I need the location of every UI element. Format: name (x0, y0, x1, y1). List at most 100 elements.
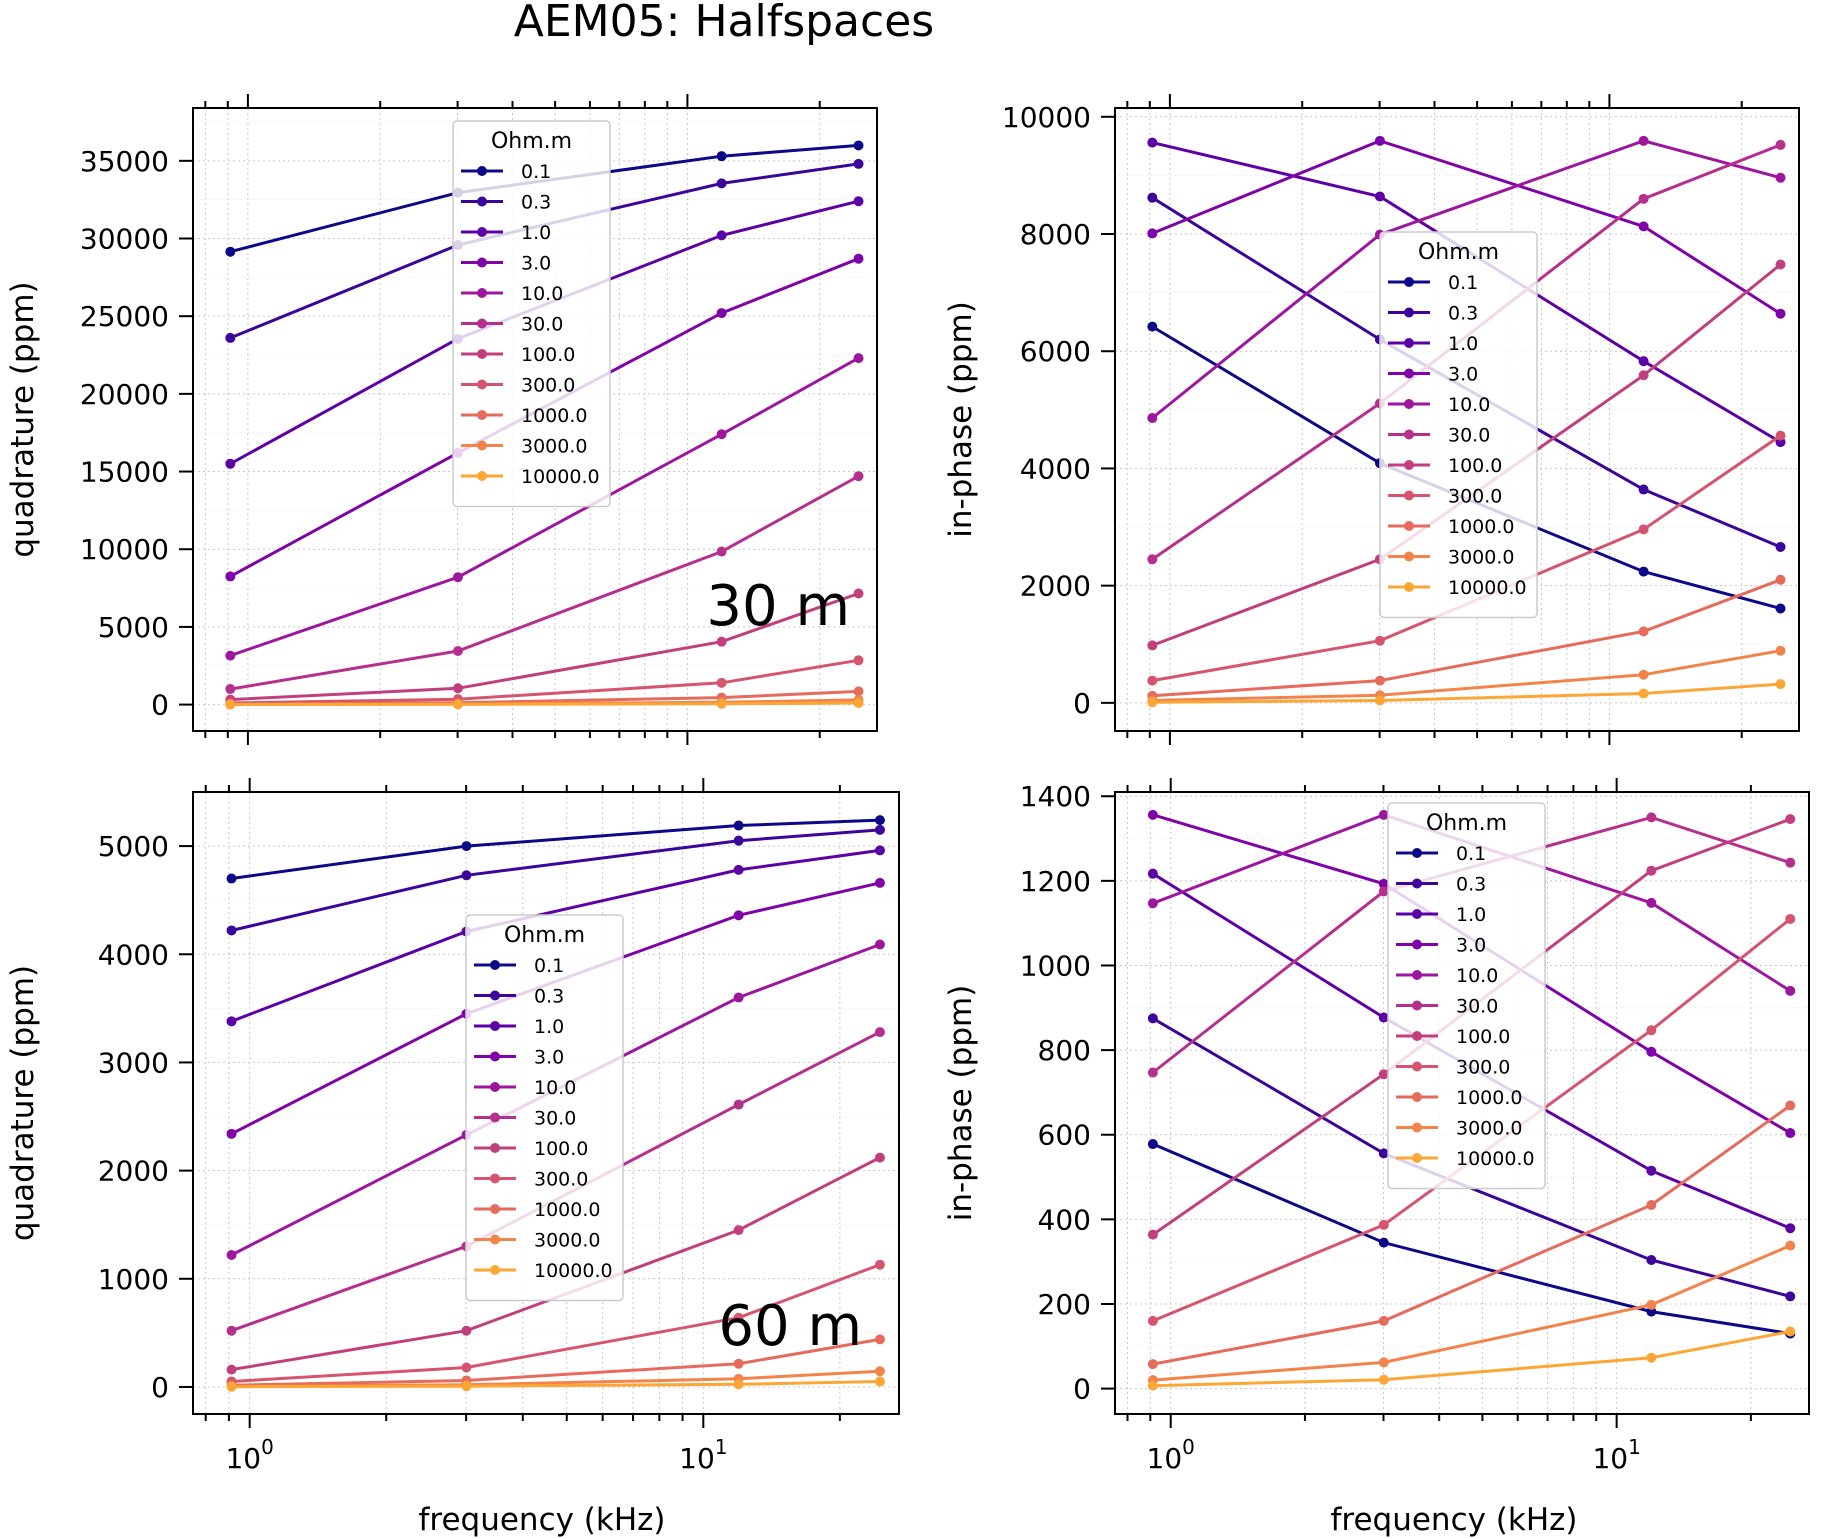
x-ticks (204, 94, 821, 745)
data-point (1378, 1069, 1389, 1080)
legend-label: 1000.0 (534, 1199, 600, 1221)
legend-marker (490, 1173, 500, 1184)
legend-marker (477, 379, 487, 390)
series-line-300.0 (230, 658, 859, 705)
legend-label: 10000.0 (1448, 577, 1527, 599)
legend-label: 10000.0 (521, 466, 600, 488)
data-point (1378, 1219, 1389, 1230)
data-point (1378, 1237, 1389, 1248)
y-tick-label: 6000 (1020, 335, 1091, 368)
data-point (853, 140, 864, 151)
data-point (461, 841, 472, 852)
legend-label: 300.0 (1448, 486, 1502, 508)
legend-marker (1412, 1092, 1422, 1102)
data-point (226, 873, 237, 884)
data-point (1646, 1299, 1657, 1310)
legend-label: 0.1 (1456, 843, 1486, 865)
data-point (1374, 635, 1385, 646)
legend-marker (1412, 1122, 1422, 1133)
legend-label: 0.3 (1456, 874, 1486, 896)
data-point (1147, 1315, 1158, 1326)
legend-marker (477, 257, 487, 268)
series-line-10000.0 (1152, 682, 1781, 704)
legend-marker (1412, 1031, 1422, 1041)
legend-marker (1404, 460, 1414, 470)
data-point (1785, 985, 1796, 996)
legend-marker (1404, 582, 1414, 592)
data-point (226, 1381, 237, 1392)
legend-label: 10.0 (1448, 394, 1490, 416)
series-group (225, 140, 864, 710)
legend-label: 3000.0 (1448, 547, 1514, 569)
legend-marker (1412, 1061, 1422, 1072)
legend-marker (1412, 939, 1422, 950)
legend-marker (490, 1082, 500, 1092)
data-point (1646, 865, 1657, 876)
y-tick-label: 5000 (98, 611, 169, 644)
data-point (853, 588, 864, 599)
data-point (1646, 1165, 1657, 1176)
data-point (874, 1027, 885, 1038)
legend-frame (465, 914, 624, 1302)
data-point (1775, 645, 1786, 656)
y-ticks: 0 1000 2000 3000 4000 5000 (98, 830, 193, 1404)
data-point (1785, 1100, 1796, 1111)
legend-label: 1000.0 (1448, 516, 1514, 538)
data-point (716, 308, 727, 319)
data-point (853, 196, 864, 207)
data-point (1147, 1139, 1158, 1150)
data-point (853, 158, 864, 169)
series-line-10000.0 (1152, 1330, 1791, 1388)
legend-marker (1412, 1153, 1422, 1163)
legend-label: 1000.0 (521, 405, 587, 427)
axes-frame (192, 791, 900, 1415)
panels: 05000100001500020000250003000035000quadr… (5, 94, 1810, 1538)
data-point (461, 870, 472, 881)
panel-bottom-left: 100 101 0 1000 2000 3000 4000 5000 quadrature (p… (5, 778, 900, 1538)
legend-label: 1.0 (521, 222, 551, 244)
y-tick-label: 8000 (1020, 218, 1091, 251)
y-tick-label: 20000 (80, 378, 169, 411)
y-tick-label: 200 (1038, 1288, 1091, 1321)
data-point (226, 1249, 237, 1260)
data-point (1646, 897, 1657, 908)
data-point (1638, 524, 1649, 535)
legend-frame (452, 120, 611, 508)
series-line-3000.0 (1152, 1244, 1791, 1382)
data-point (716, 178, 727, 189)
legend-label: 1.0 (1456, 904, 1486, 926)
data-point (1775, 308, 1786, 319)
x-tick-exponent: 1 (1628, 1435, 1641, 1459)
legend-title: Ohm.m (1426, 811, 1507, 836)
y-tick-label: 2000 (1020, 570, 1091, 603)
data-point (1646, 1199, 1657, 1210)
x-axis-label: frequency (kHz) (1330, 1502, 1577, 1538)
data-point (874, 1366, 885, 1377)
legend-marker (490, 1143, 500, 1153)
legend-label: 0.3 (521, 192, 551, 214)
y-tick-label: 4000 (1020, 452, 1091, 485)
y-ticks: 0 2000 4000 6000 8000 10000 (1002, 101, 1115, 720)
legend-marker (477, 227, 487, 237)
data-point (1638, 566, 1649, 577)
series-line-3.0 (1151, 139, 1782, 315)
data-point (1378, 878, 1389, 889)
data-point (853, 655, 864, 666)
data-point (733, 1099, 744, 1110)
legend-marker (1404, 277, 1414, 287)
legend-marker (477, 440, 487, 451)
y-tick-label: 4000 (98, 938, 169, 971)
data-point (461, 1325, 472, 1336)
series-line-100.0 (230, 592, 859, 702)
data-point (1785, 814, 1796, 825)
legend-label: 100.0 (1456, 1026, 1510, 1048)
series-line-1000.0 (231, 1337, 881, 1387)
data-point (733, 1312, 744, 1323)
data-point (1147, 137, 1158, 148)
panel-top-right: 0 2000 4000 6000 8000 10000 in-phase (ppm) Ohm.… (943, 94, 1800, 745)
data-point (1646, 1352, 1657, 1363)
data-point (461, 1381, 472, 1392)
legend-marker (1412, 848, 1422, 858)
legend-frame (1387, 802, 1546, 1190)
